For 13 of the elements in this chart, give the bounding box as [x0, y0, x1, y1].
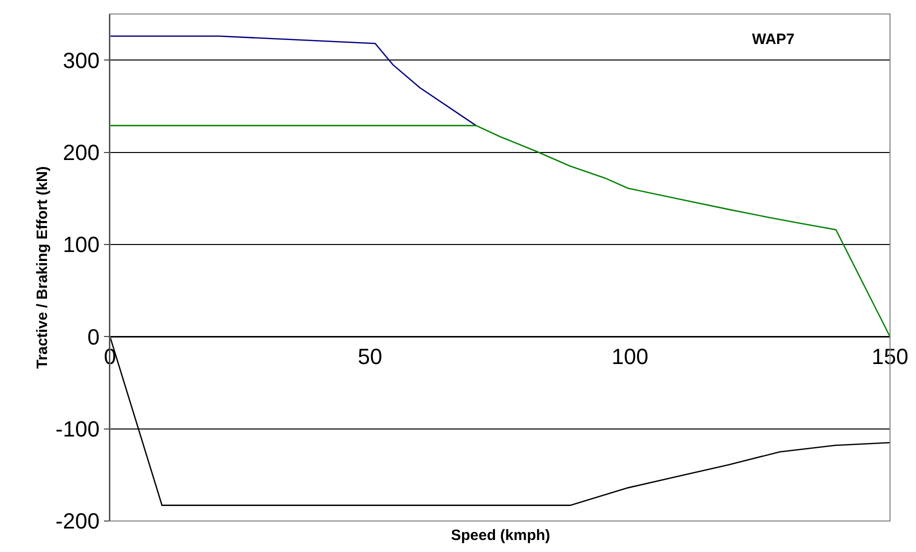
x-axis-title: Speed (kmph): [451, 527, 550, 544]
y-axis-title: Tractive / Braking Effort (kN): [34, 166, 51, 369]
x-tick-label: 50: [358, 344, 382, 370]
y-tick-label: -200: [56, 508, 100, 534]
text: WAP7: [752, 31, 795, 48]
y-tick-label: 0: [87, 324, 100, 350]
x-tick-label: 150: [872, 344, 908, 370]
y-tick-label: 200: [62, 140, 100, 165]
y-tick-label: 100: [62, 232, 100, 258]
x-tick-label: 100: [612, 344, 648, 370]
y-tick-label: 300: [62, 48, 100, 73]
y-tick-label: -100: [56, 416, 100, 442]
line-series: [110, 35, 477, 126]
